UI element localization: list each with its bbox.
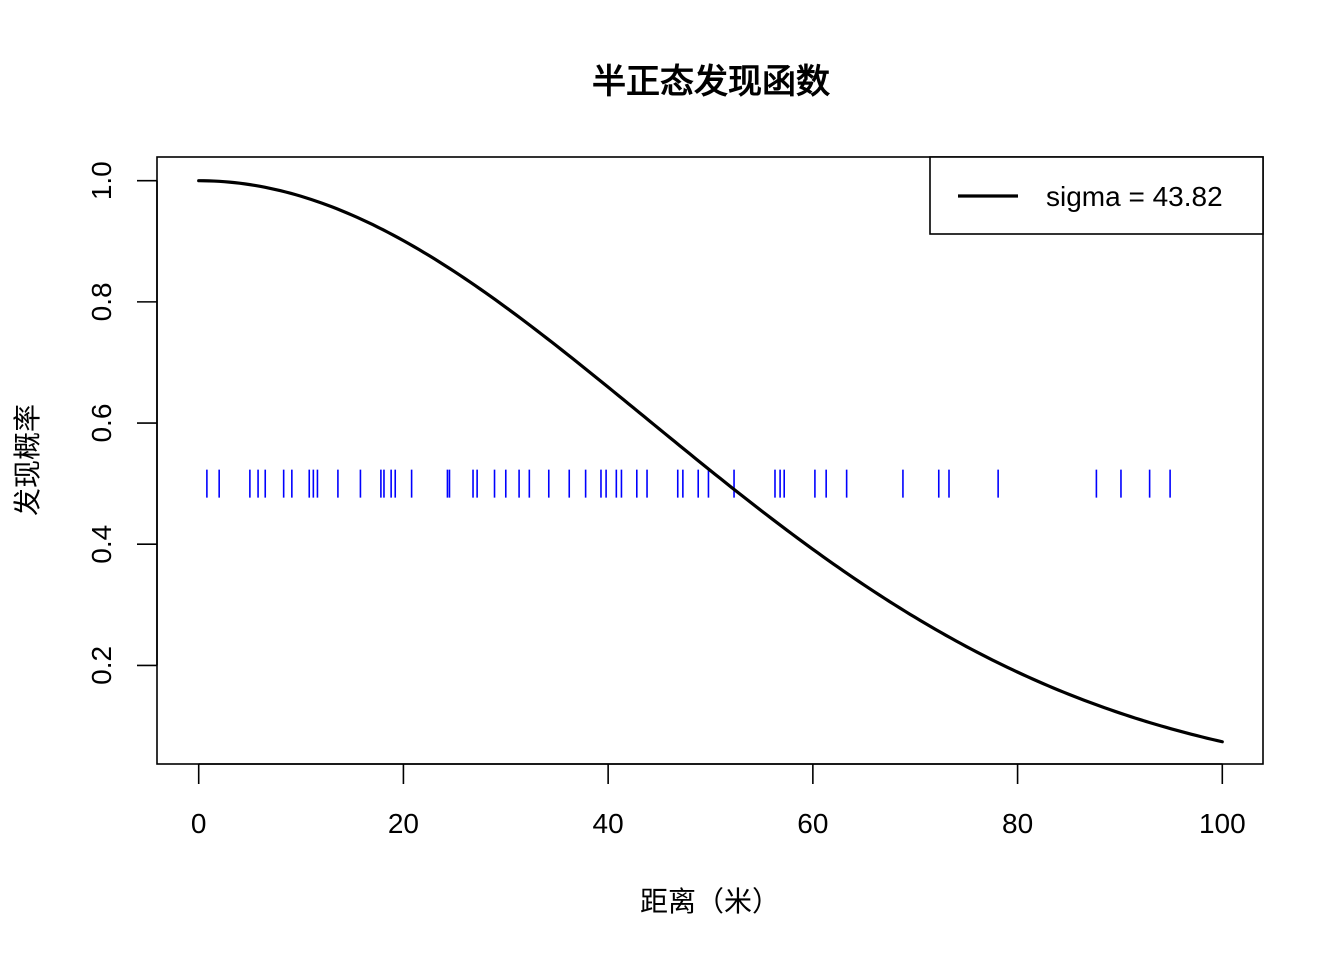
legend-entry-label: sigma = 43.82 [1046,181,1223,212]
y-tick-label: 0.2 [86,646,117,685]
y-tick-label: 1.0 [86,161,117,200]
x-tick-label: 80 [1002,808,1033,839]
series-line-sigma-43-82 [197,179,1224,744]
rug-marks [206,469,1171,498]
legend: sigma = 43.82 [929,156,1264,235]
x-axis: 0 20 40 60 80 100 [191,763,1246,839]
y-tick-label: 0.6 [86,404,117,443]
y-tick-label: 0.8 [86,282,117,321]
x-tick-label: 20 [388,808,419,839]
x-axis-label: 距离（米） [640,885,780,918]
x-tick-label: 0 [191,808,207,839]
chart-title: 半正态发现函数 [592,62,830,102]
x-tick-label: 60 [797,808,828,839]
y-axis: 0.2 0.4 0.6 0.8 1.0 [86,161,158,685]
y-axis-label: 发现概率 [11,404,44,516]
x-tick-label: 100 [1199,808,1246,839]
plot-frame [156,156,1264,765]
y-tick-label: 0.4 [86,525,117,564]
x-tick-label: 40 [593,808,624,839]
